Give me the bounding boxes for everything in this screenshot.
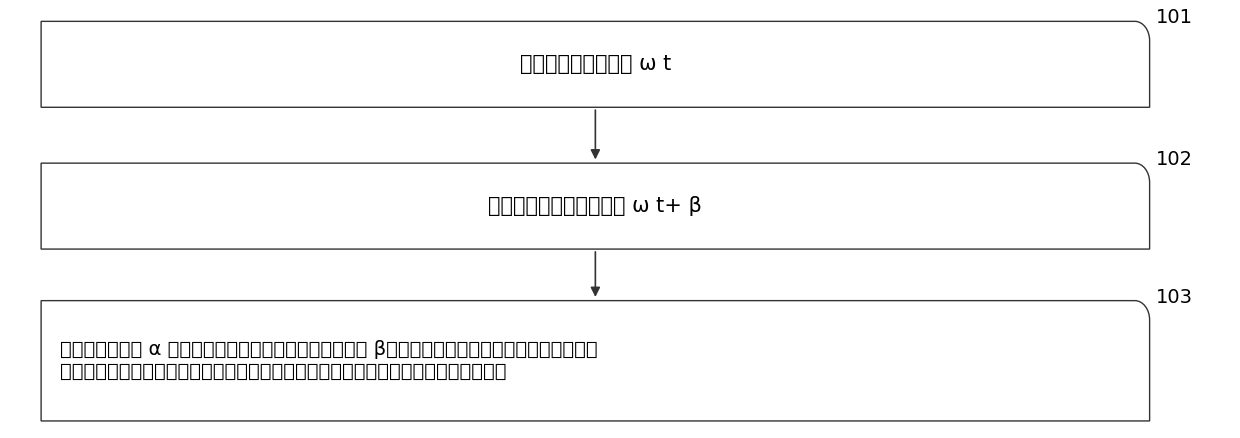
Text: 获取逆变器输出电压相角 ω t+ β: 获取逆变器输出电压相角 ω t+ β xyxy=(489,196,702,216)
PathPatch shape xyxy=(41,300,1149,421)
Text: 101: 101 xyxy=(1156,8,1193,28)
PathPatch shape xyxy=(41,21,1149,107)
Text: 103: 103 xyxy=(1156,288,1193,307)
Text: 102: 102 xyxy=(1156,150,1193,169)
Text: 获取电网电压的相角 ω t: 获取电网电压的相角 ω t xyxy=(520,54,671,74)
Text: 根据功率因数角 α 和逆变器输出电压相对电网电压的相角 β，对逆变器输出电压需要插入死区的区间
进行判断，并在逆变器输出功率为负的区间内，在旁路续流开关和主开关: 根据功率因数角 α 和逆变器输出电压相对电网电压的相角 β，对逆变器输出电压需要… xyxy=(60,340,598,381)
PathPatch shape xyxy=(41,163,1149,249)
